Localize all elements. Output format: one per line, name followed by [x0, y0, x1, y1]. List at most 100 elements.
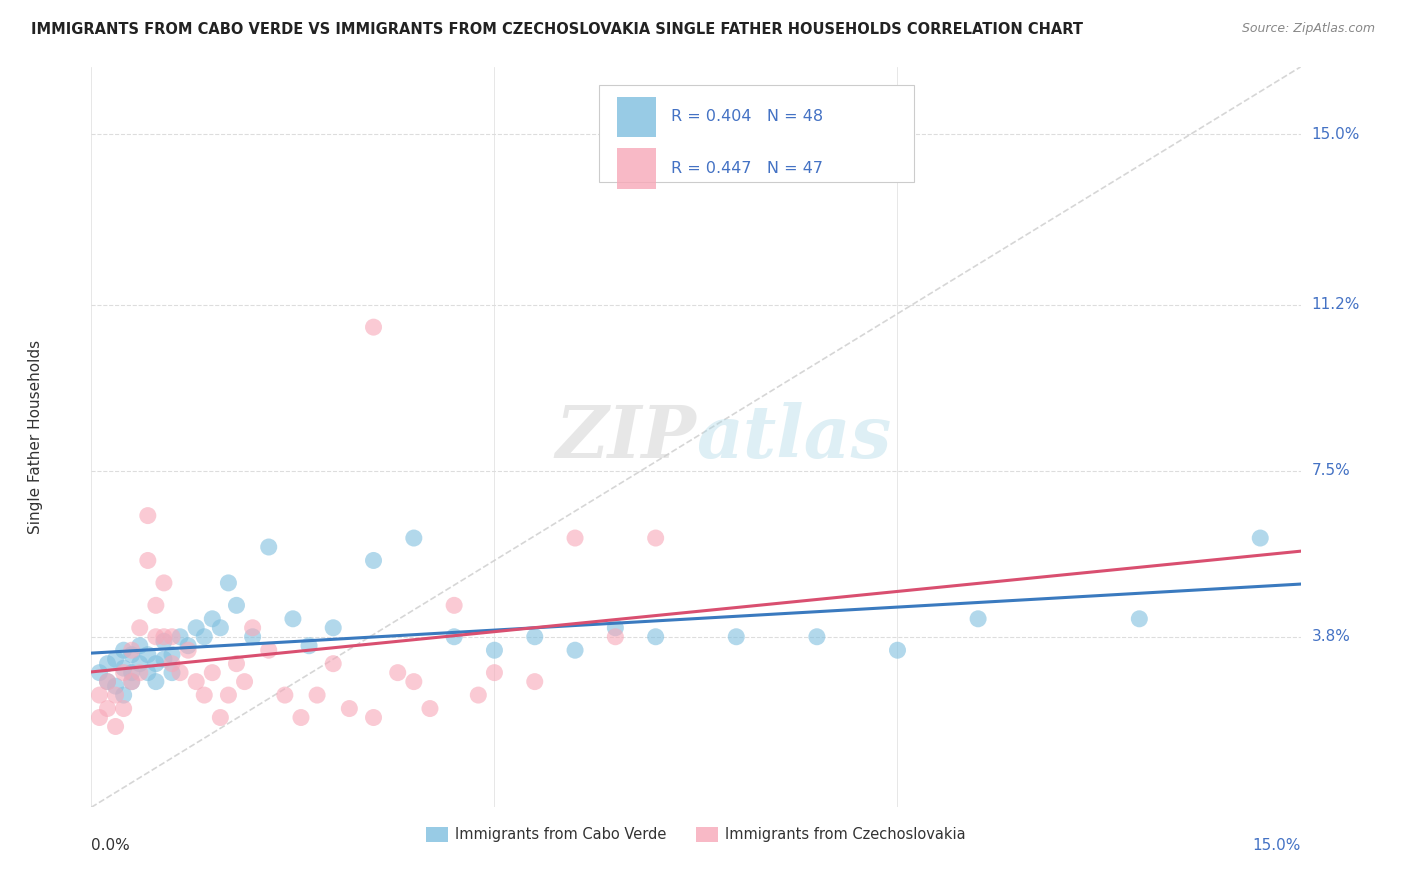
- Point: [96, 674, 118, 689]
- Point: [96, 674, 118, 689]
- Text: R = 0.447   N = 47: R = 0.447 N = 47: [671, 161, 823, 177]
- Point: [169, 630, 191, 644]
- Point: [467, 688, 489, 702]
- Point: [104, 652, 127, 666]
- Point: [145, 630, 167, 644]
- Point: [402, 674, 425, 689]
- Point: [128, 657, 150, 671]
- Point: [242, 621, 264, 635]
- Point: [644, 531, 666, 545]
- Point: [363, 553, 385, 567]
- Point: [1249, 531, 1271, 545]
- Point: [145, 599, 167, 613]
- Point: [201, 665, 224, 680]
- Point: [322, 621, 344, 635]
- Point: [112, 701, 135, 715]
- Point: [484, 643, 506, 657]
- Point: [605, 630, 627, 644]
- Point: [257, 540, 280, 554]
- Point: [274, 688, 297, 702]
- Point: [886, 643, 908, 657]
- Text: atlas: atlas: [696, 401, 891, 473]
- Text: IMMIGRANTS FROM CABO VERDE VS IMMIGRANTS FROM CZECHOSLOVAKIA SINGLE FATHER HOUSE: IMMIGRANTS FROM CABO VERDE VS IMMIGRANTS…: [31, 22, 1083, 37]
- Point: [443, 630, 465, 644]
- Point: [1128, 612, 1150, 626]
- Point: [112, 661, 135, 675]
- Point: [605, 621, 627, 635]
- Point: [112, 688, 135, 702]
- Point: [136, 648, 159, 662]
- Point: [322, 657, 344, 671]
- Point: [725, 630, 748, 644]
- Point: [402, 531, 425, 545]
- Point: [121, 674, 143, 689]
- Point: [104, 719, 127, 733]
- Text: 7.5%: 7.5%: [1312, 463, 1350, 478]
- Point: [564, 643, 586, 657]
- Text: Single Father Households: Single Father Households: [28, 340, 44, 534]
- Point: [104, 679, 127, 693]
- Text: 3.8%: 3.8%: [1312, 629, 1351, 644]
- Point: [112, 643, 135, 657]
- Point: [104, 688, 127, 702]
- Point: [242, 630, 264, 644]
- Point: [153, 630, 176, 644]
- Text: 11.2%: 11.2%: [1312, 297, 1360, 312]
- Point: [644, 630, 666, 644]
- Point: [484, 665, 506, 680]
- Point: [967, 612, 990, 626]
- Point: [136, 665, 159, 680]
- Point: [136, 508, 159, 523]
- Bar: [617, 96, 657, 137]
- Point: [96, 657, 118, 671]
- Point: [387, 665, 409, 680]
- Point: [160, 657, 183, 671]
- Point: [290, 710, 312, 724]
- Point: [564, 531, 586, 545]
- Point: [153, 652, 176, 666]
- Text: 0.0%: 0.0%: [91, 838, 131, 853]
- Point: [523, 630, 546, 644]
- Point: [177, 643, 200, 657]
- Point: [112, 665, 135, 680]
- Point: [806, 630, 828, 644]
- Point: [160, 665, 183, 680]
- Point: [145, 674, 167, 689]
- Point: [201, 612, 224, 626]
- Point: [153, 575, 176, 590]
- Point: [169, 665, 191, 680]
- Point: [96, 701, 118, 715]
- Text: 15.0%: 15.0%: [1253, 838, 1301, 853]
- Point: [128, 621, 150, 635]
- Point: [186, 621, 208, 635]
- Bar: [599, 86, 914, 182]
- Point: [209, 710, 232, 724]
- Point: [89, 688, 111, 702]
- Text: ZIP: ZIP: [555, 401, 696, 473]
- Point: [186, 674, 208, 689]
- Point: [136, 553, 159, 567]
- Point: [307, 688, 329, 702]
- Point: [419, 701, 441, 715]
- Point: [153, 634, 176, 648]
- Point: [281, 612, 304, 626]
- Point: [160, 648, 183, 662]
- Point: [217, 688, 239, 702]
- Point: [363, 320, 385, 334]
- Legend: Immigrants from Cabo Verde, Immigrants from Czechoslovakia: Immigrants from Cabo Verde, Immigrants f…: [420, 821, 972, 848]
- Point: [225, 657, 247, 671]
- Point: [89, 665, 111, 680]
- Point: [193, 630, 215, 644]
- Point: [233, 674, 256, 689]
- Point: [121, 643, 143, 657]
- Point: [145, 657, 167, 671]
- Point: [257, 643, 280, 657]
- Point: [363, 710, 385, 724]
- Point: [217, 575, 239, 590]
- Point: [121, 674, 143, 689]
- Point: [225, 599, 247, 613]
- Text: 15.0%: 15.0%: [1312, 127, 1360, 142]
- Point: [337, 701, 360, 715]
- Bar: [617, 148, 657, 189]
- Point: [128, 639, 150, 653]
